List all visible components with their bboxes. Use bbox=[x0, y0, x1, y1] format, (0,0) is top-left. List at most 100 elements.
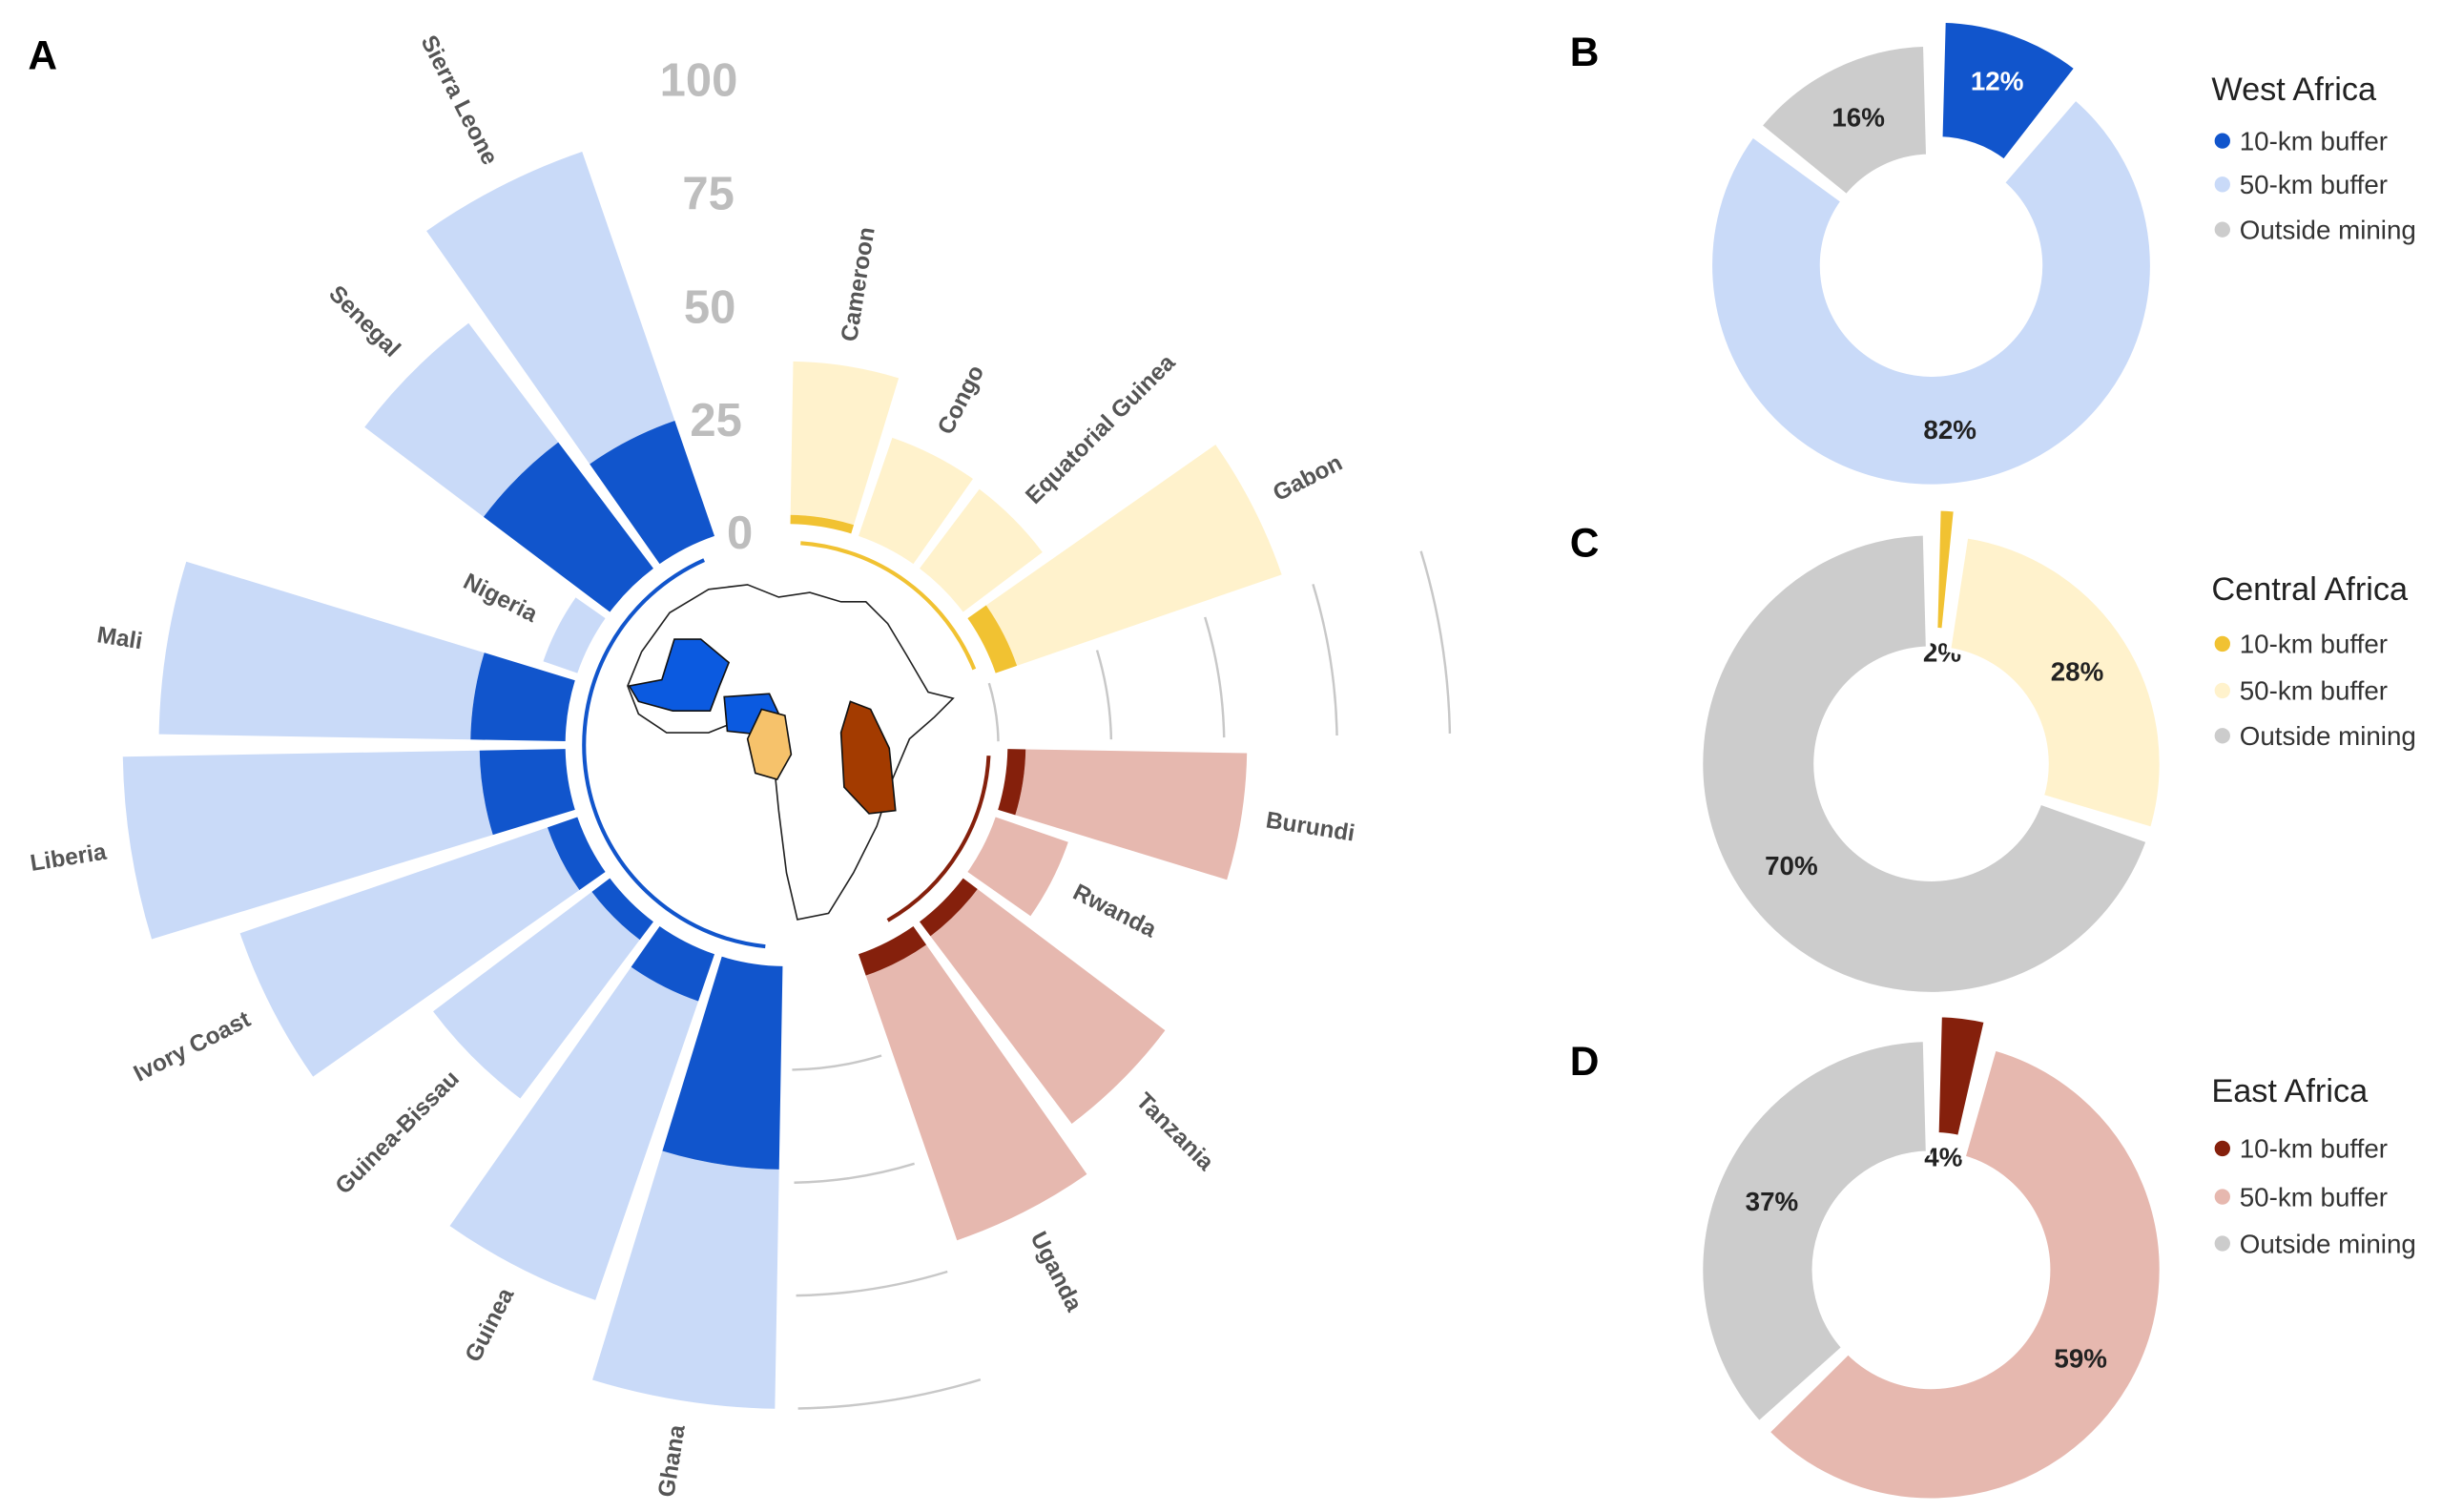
legend-swatch-dot bbox=[2214, 221, 2230, 238]
donut-slice bbox=[1698, 530, 2152, 997]
gridline bbox=[987, 682, 1000, 742]
bar-50km-gabon bbox=[985, 445, 1282, 666]
slice-percent-label: 70% bbox=[1765, 851, 1818, 880]
legend-item: 10-km buffer bbox=[2240, 126, 2388, 155]
bar-10km-ivory-coast bbox=[547, 817, 606, 891]
bar-50km-uganda bbox=[865, 944, 1087, 1241]
bar-50km-tanzania bbox=[930, 888, 1166, 1124]
country-label: Guinea bbox=[461, 1284, 520, 1367]
panel-label-b: B bbox=[1570, 30, 1600, 74]
country-label: Gabon bbox=[1269, 450, 1346, 507]
bar-10km-gabon bbox=[967, 605, 1018, 673]
radial-axis-tick: 0 bbox=[727, 507, 753, 559]
central-africa-region bbox=[746, 708, 793, 780]
legend-item: 50-km buffer bbox=[2240, 170, 2388, 199]
country-label: Ivory Coast bbox=[130, 1006, 255, 1087]
country-label: Sierra Leone bbox=[416, 31, 503, 169]
bar-50km-senegal bbox=[364, 322, 559, 517]
donut-b: 12% 82% 16% West Africa 10-km buffer 50-km bu… bbox=[1707, 17, 2416, 489]
legend-swatch-dot bbox=[2214, 728, 2230, 744]
legend-item: Outside mining bbox=[2240, 721, 2416, 751]
country-label: Ghana bbox=[653, 1422, 691, 1499]
slice-percent-label: 16% bbox=[1832, 103, 1885, 133]
bar-10km-guinea-bissau bbox=[591, 878, 653, 941]
bar-10km-guinea bbox=[631, 925, 715, 1002]
bar-50km-rwanda bbox=[967, 817, 1068, 917]
bar-50km-ivory-coast bbox=[239, 827, 580, 1077]
slice-percent-label: 82% bbox=[1923, 415, 1976, 445]
region-arc-east bbox=[886, 756, 991, 922]
panel-label-d: D bbox=[1570, 1039, 1600, 1084]
country-label: Burundi bbox=[1264, 807, 1356, 846]
bar-50km-guinea bbox=[449, 966, 699, 1300]
east-africa-region bbox=[839, 700, 897, 815]
legend-title: Central Africa bbox=[2211, 571, 2409, 608]
bar-50km-ghana bbox=[592, 1150, 779, 1409]
radial-axis-tick: 75 bbox=[682, 169, 734, 220]
donut-slice bbox=[1937, 17, 2080, 165]
bar-50km-cameroon bbox=[790, 361, 900, 526]
gridline bbox=[1095, 650, 1113, 740]
slice-percent-label: 28% bbox=[2051, 656, 2104, 686]
africa-map bbox=[627, 584, 955, 921]
bar-10km-cameroon bbox=[790, 514, 855, 534]
gridline bbox=[1204, 616, 1226, 738]
bar-10km-ghana bbox=[662, 956, 783, 1170]
bar-50km-mali bbox=[158, 561, 485, 740]
radial-axis-tick: 100 bbox=[660, 54, 738, 106]
country-label: Liberia bbox=[29, 839, 109, 877]
slice-percent-label: 37% bbox=[1746, 1187, 1799, 1216]
circular-bar-chart: Cameroon Congo Equatorial Guinea Gabon Burun… bbox=[29, 31, 1452, 1499]
west-africa-region bbox=[628, 638, 731, 712]
country-label: Senegal bbox=[323, 280, 404, 362]
legend-swatch-dot bbox=[2214, 1235, 2230, 1252]
legend-swatch-dot bbox=[2214, 682, 2230, 699]
slice-percent-label: 12% bbox=[1971, 66, 2024, 95]
legend-item: Outside mining bbox=[2240, 1229, 2416, 1258]
slice-percent-label: 59% bbox=[2054, 1344, 2107, 1374]
legend-swatch-dot bbox=[2214, 1189, 2230, 1205]
gridline bbox=[797, 1378, 982, 1410]
donut-slice bbox=[1698, 1037, 1931, 1427]
bar-50km-burundi bbox=[1015, 749, 1248, 880]
region-arc-west bbox=[582, 558, 766, 949]
bar-10km-sierra-leone bbox=[590, 420, 715, 565]
gridline bbox=[1419, 550, 1452, 734]
bar-50km-equatorial-guinea bbox=[920, 488, 1043, 612]
donut-charts: 12% 82% 16% West Africa 10-km buffer 50-km bu… bbox=[1698, 17, 2416, 1503]
country-label: Tanzania bbox=[1131, 1088, 1219, 1176]
bar-50km-sierra-leone bbox=[426, 151, 675, 465]
slice-percent-label: 4% bbox=[1924, 1143, 1962, 1172]
gridline bbox=[794, 1162, 915, 1185]
panel-label-a: A bbox=[28, 33, 57, 78]
bar-50km-nigeria bbox=[543, 597, 606, 673]
radial-axis-tick: 25 bbox=[690, 395, 741, 446]
bar-50km-liberia bbox=[122, 750, 493, 940]
bar-50km-guinea-bissau bbox=[433, 891, 640, 1099]
legend-swatch-dot bbox=[2214, 176, 2230, 193]
country-label: Mali bbox=[95, 622, 144, 654]
legend-item: 50-km buffer bbox=[2240, 1182, 2388, 1212]
bar-10km-senegal bbox=[483, 442, 653, 612]
legend-item: 10-km buffer bbox=[2240, 630, 2388, 659]
donut-d: 4% 59% 37% East Africa 10-km buffer 50-km buf… bbox=[1698, 1012, 2416, 1503]
bar-10km-burundi bbox=[998, 749, 1026, 816]
donut-slice bbox=[1707, 94, 2155, 489]
country-label: Nigeria bbox=[459, 569, 542, 628]
legend-item: 50-km buffer bbox=[2240, 676, 2388, 706]
gridline bbox=[792, 1054, 882, 1071]
gridline bbox=[1312, 583, 1338, 736]
bar-10km-liberia bbox=[479, 749, 575, 836]
region-arc-central bbox=[800, 541, 977, 671]
bar-10km-tanzania bbox=[920, 878, 978, 937]
country-label: Congo bbox=[933, 362, 989, 439]
bar-10km-uganda bbox=[858, 925, 927, 976]
radial-axis-tick: 50 bbox=[684, 281, 735, 333]
country-label: Equatorial Guinea bbox=[1021, 349, 1180, 508]
legend-item: Outside mining bbox=[2240, 215, 2416, 244]
donut-slice bbox=[1764, 1045, 2164, 1503]
gridline bbox=[796, 1270, 948, 1297]
donut-slice bbox=[1934, 1012, 1990, 1141]
donut-slice bbox=[1945, 533, 2164, 833]
